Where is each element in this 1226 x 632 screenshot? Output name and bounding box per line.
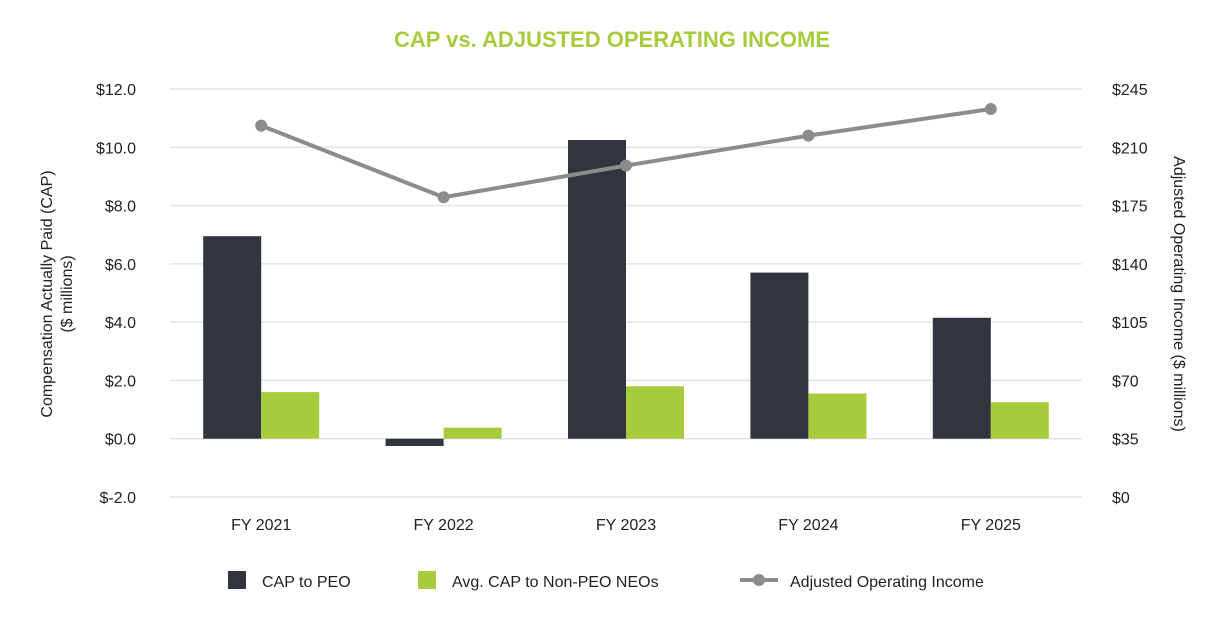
y-tick-label: $8.0 <box>105 199 136 216</box>
y2-tick-label: $175 <box>1112 199 1148 216</box>
line-point <box>984 102 997 115</box>
y2-axis-title: Adjusted Operating Income ($ millions) <box>1170 156 1187 432</box>
bar <box>626 386 684 439</box>
line-series <box>255 102 997 204</box>
x-tick-label: FY 2021 <box>231 517 291 534</box>
x-tick-label: FY 2022 <box>413 517 473 534</box>
bar <box>568 140 626 439</box>
y-axis-title-line1: Compensation Actually Paid (CAP) <box>39 170 56 417</box>
y2-tick-label: $245 <box>1112 82 1148 99</box>
chart-title: CAP vs. ADJUSTED OPERATING INCOME <box>394 27 830 52</box>
y2-tick-label: $35 <box>1112 432 1139 449</box>
line-point <box>437 191 450 204</box>
line-point <box>802 129 815 142</box>
y-tick-label: $12.0 <box>96 82 136 99</box>
y-tick-label: $4.0 <box>105 315 136 332</box>
bar <box>385 438 444 446</box>
y-axis-title-line2: ($ millions) <box>59 255 76 332</box>
bar <box>203 236 262 439</box>
bar <box>443 427 502 439</box>
bar <box>750 272 809 439</box>
x-axis-ticks: FY 2021 FY 2022 FY 2023 FY 2024 FY 2025 <box>231 517 1021 534</box>
legend: CAP to PEO Avg. CAP to Non-PEO NEOs Adju… <box>228 571 984 591</box>
x-tick-label: FY 2025 <box>961 517 1021 534</box>
y2-tick-label: $70 <box>1112 373 1139 390</box>
legend-label-adjusted-operating-income: Adjusted Operating Income <box>790 574 984 591</box>
y-tick-label: $-2.0 <box>100 490 137 507</box>
y2-tick-label: $0 <box>1112 490 1130 507</box>
right-axis-ticks: $245 $210 $175 $140 $105 $70 $35 $0 <box>1112 82 1148 507</box>
y-tick-label: $10.0 <box>96 140 136 157</box>
bar <box>808 393 867 439</box>
line-point <box>620 159 632 172</box>
bar <box>261 392 320 439</box>
y-tick-label: $2.0 <box>105 373 136 390</box>
bar <box>932 317 991 439</box>
y-tick-label: $6.0 <box>105 257 136 274</box>
line-point <box>255 119 268 132</box>
bars <box>203 140 1049 446</box>
bar <box>990 402 1049 439</box>
legend-swatch-avg-cap-non-peo <box>418 571 436 589</box>
y-tick-label: $0.0 <box>105 432 136 449</box>
x-tick-label: FY 2023 <box>596 517 656 534</box>
legend-marker-adjusted-operating-income <box>753 574 765 586</box>
y2-tick-label: $140 <box>1112 257 1148 274</box>
left-axis-ticks: $12.0 $10.0 $8.0 $6.0 $4.0 $2.0 $0.0 $-2.0 <box>96 82 136 507</box>
x-tick-label: FY 2024 <box>778 517 838 534</box>
y2-tick-label: $105 <box>1112 315 1148 332</box>
y2-tick-label: $210 <box>1112 140 1148 157</box>
legend-label-avg-cap-non-peo: Avg. CAP to Non-PEO NEOs <box>452 574 659 591</box>
legend-swatch-cap-to-peo <box>228 571 246 589</box>
legend-label-cap-to-peo: CAP to PEO <box>262 574 351 591</box>
